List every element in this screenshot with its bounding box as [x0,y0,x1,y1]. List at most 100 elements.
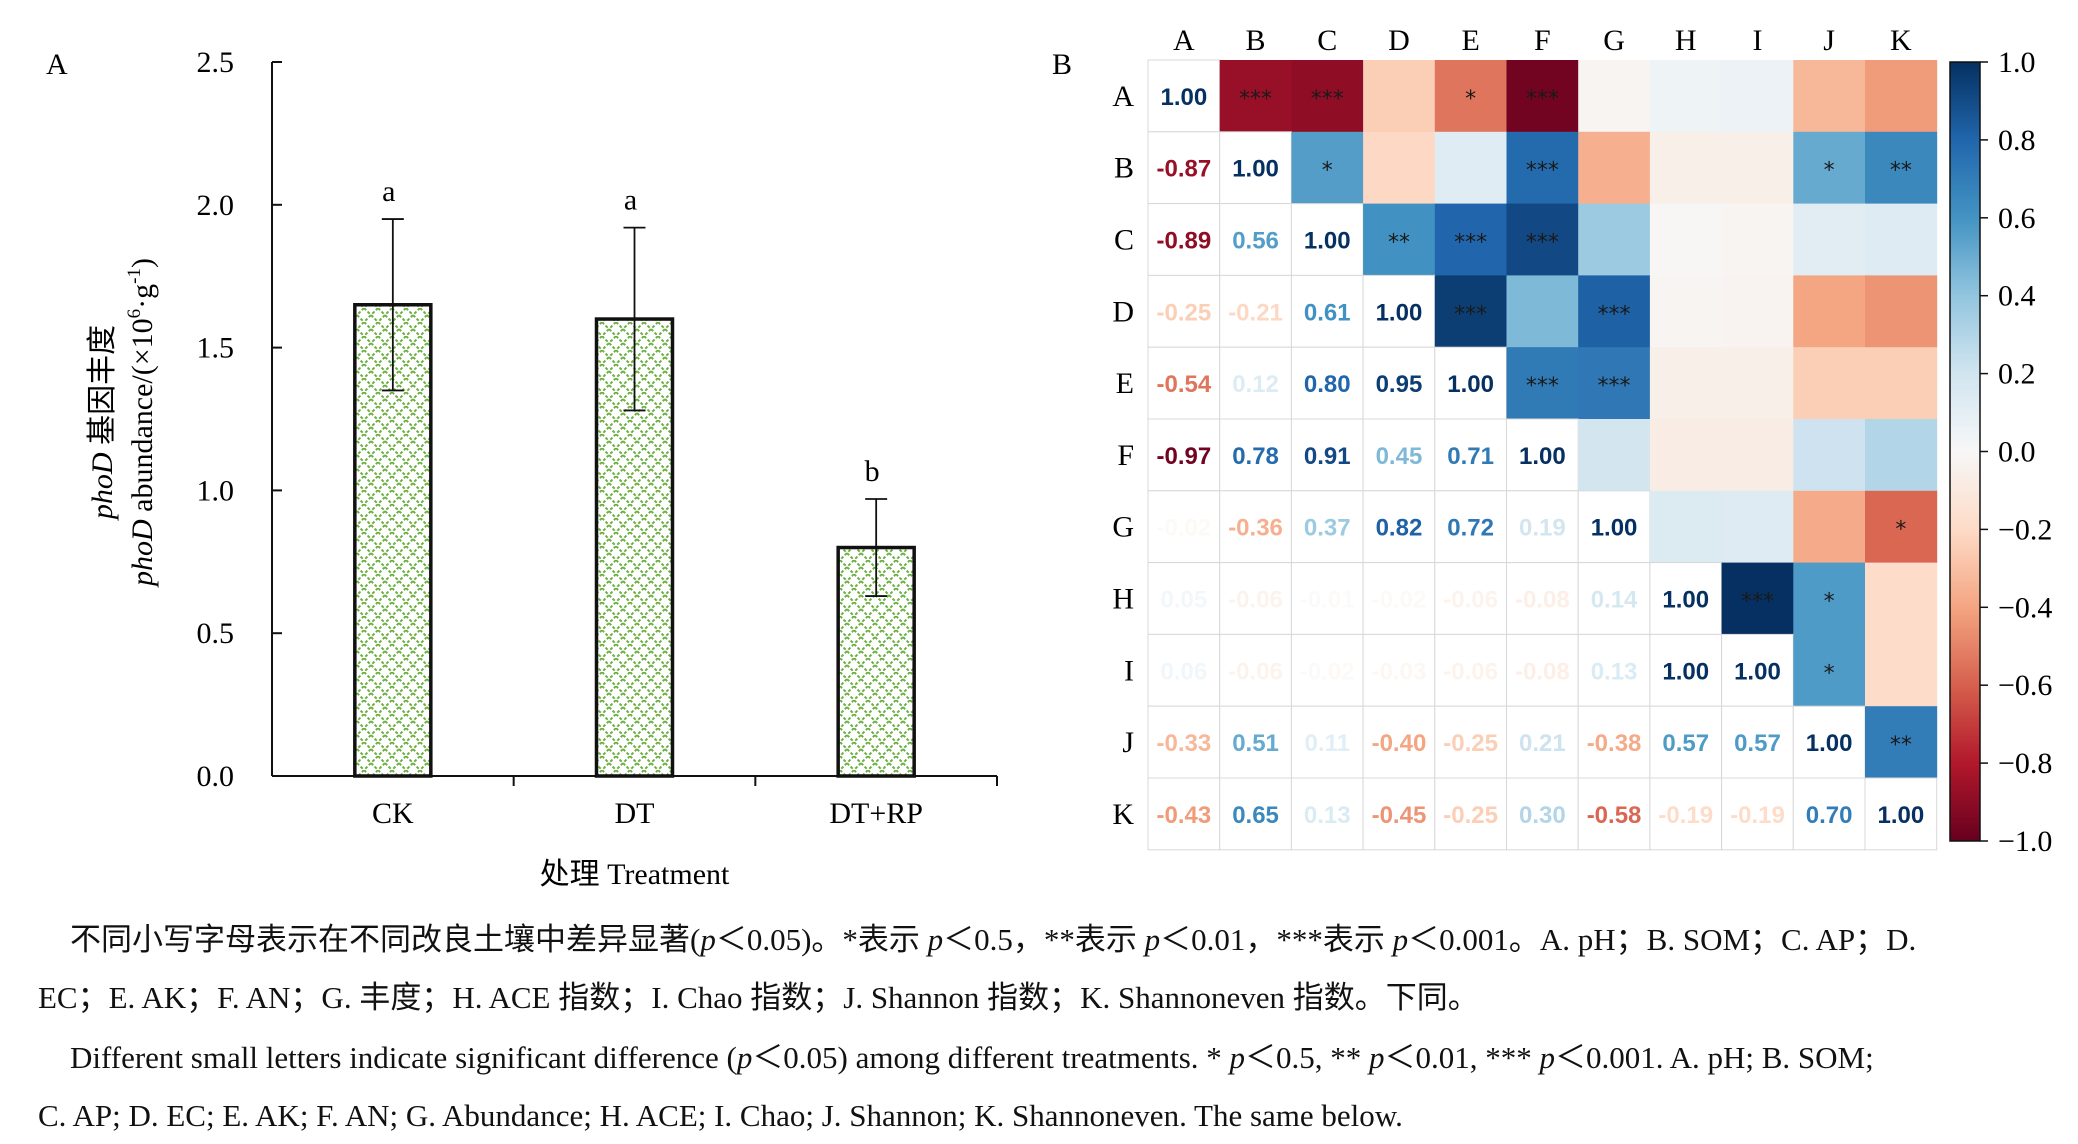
heatmap-cell [1793,131,1866,205]
heatmap-cell [1649,203,1723,276]
heatmap-cell [1793,275,1866,348]
heatmap-cell [1793,562,1866,635]
heatmap-cell [1721,562,1794,635]
column-label: D [1388,24,1410,57]
significance-stars: ** [1388,231,1410,256]
heatmap-cell [1506,705,1579,779]
heatmap-cell [1219,633,1292,707]
heatmap-cell [1649,131,1723,205]
heatmap-cell [1147,490,1221,564]
heatmap-cell [1865,275,1938,348]
heatmap-cell [1577,705,1651,779]
heatmap-cell [1721,633,1794,707]
correlation-value: 0.65 [1232,802,1279,829]
column-label: G [1603,24,1625,57]
significance-stars: *** [1239,87,1272,112]
significance-stars: * [1824,159,1835,184]
significance-stars: * [1322,159,1333,184]
correlation-value: -0.06 [1228,658,1283,685]
heatmap-cell [1434,562,1508,635]
heatmap-cell [1434,777,1508,851]
heatmap-cell [1290,490,1364,564]
row-label: H [1112,583,1134,616]
column-label: C [1317,24,1337,57]
correlation-value: -0.36 [1228,515,1283,542]
panel-b-label: B [1052,48,1072,81]
correlation-value: 1.00 [1160,84,1207,111]
heatmap-cell [1147,777,1221,851]
heatmap-cell [1721,490,1794,564]
heatmap-cell [1362,490,1436,564]
correlation-value: -0.25 [1443,802,1498,829]
correlation-value: -0.03 [1372,658,1427,685]
x-axis-title: 处理 Treatment [540,858,730,891]
heatmap-cell [1434,275,1507,348]
row-label: A [1112,80,1134,113]
heatmap-cell [1506,633,1579,707]
heatmap-cell [1434,346,1508,420]
correlation-value: 0.45 [1376,443,1423,470]
colorbar-tick-label: 0.6 [1998,202,2036,235]
column-label: F [1534,24,1551,57]
heatmap-cell [1219,705,1292,779]
correlation-value: -0.06 [1443,587,1498,614]
heatmap-cell [1578,275,1651,348]
heatmap-cell [1864,777,1938,851]
y-tick-label: 1.5 [197,332,235,365]
heatmap-cell [1434,705,1508,779]
heatmap-cell [1649,60,1723,133]
correlation-value: 1.00 [1447,371,1494,398]
heatmap-cell [1578,419,1651,492]
heatmap-cell [1865,634,1938,707]
heatmap-cell [1578,347,1651,420]
x-tick-label: DT [615,797,655,830]
column-label: E [1461,24,1479,57]
y-axis-title-en: phoD abundance/(×106·g-1) [124,258,159,588]
correlation-value: 0.56 [1232,228,1279,255]
correlation-value: -0.45 [1372,802,1427,829]
colorbar-tick-label: 0.8 [1998,124,2036,157]
row-label: B [1114,152,1134,185]
row-label: E [1116,367,1134,400]
y-tick-label: 0.0 [197,760,235,793]
heatmap-cell [1577,777,1651,851]
significance-letter: a [624,184,637,217]
correlation-value: -0.54 [1156,371,1211,398]
correlation-value: 0.05 [1160,587,1207,614]
heatmap-cell [1721,705,1794,779]
heatmap-cell [1721,419,1794,492]
heatmap-cell [1506,203,1579,276]
heatmap-cell [1434,418,1508,492]
heatmap-cell [1147,705,1221,779]
correlation-value: 0.06 [1160,658,1207,685]
heatmap-cell [1147,203,1221,276]
heatmap-cell [1649,419,1723,492]
colorbar-tick-label: −0.2 [1998,513,2052,546]
correlation-value: 0.21 [1519,730,1566,757]
heatmap-cell [1792,777,1866,851]
row-label: F [1117,439,1134,472]
heatmap-cell [1506,275,1579,348]
correlation-value: 1.00 [1591,515,1638,542]
heatmap-cell [1219,60,1292,133]
correlation-value: -0.08 [1515,587,1570,614]
y-tick-label: 2.0 [197,189,235,222]
heatmap-cell [1793,419,1866,492]
heatmap-cell [1219,562,1292,635]
row-label: K [1112,798,1134,831]
correlation-value: 0.71 [1447,443,1494,470]
correlation-value: -0.06 [1443,658,1498,685]
heatmap-cell [1721,203,1794,276]
significance-stars: *** [1311,87,1344,112]
heatmap-cell [1362,705,1436,779]
correlation-value: 1.00 [1734,658,1781,685]
heatmap-cell [1865,490,1938,564]
correlation-value: -0.01 [1300,587,1355,614]
correlation-value: -0.40 [1372,730,1427,757]
correlation-value: 0.91 [1304,443,1351,470]
correlation-value: -0.58 [1587,802,1642,829]
heatmap-cell [1434,203,1507,276]
heatmap-cell [1290,705,1364,779]
heatmap-cell [1506,777,1579,851]
